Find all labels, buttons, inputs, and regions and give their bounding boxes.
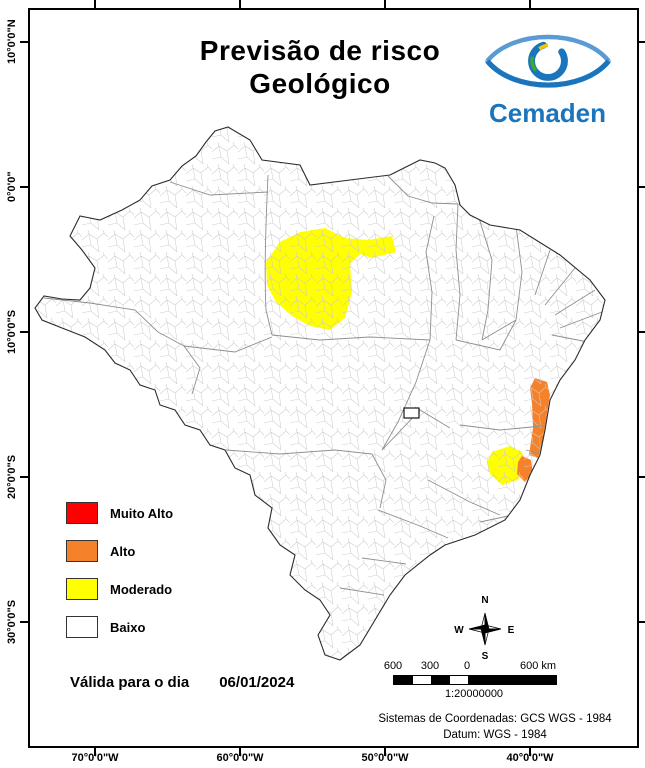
latitude-label: 30°0'0"S — [6, 599, 18, 645]
legend-item-muito-alto: Muito Alto — [66, 502, 173, 524]
validity-label: Válida para o dia — [70, 674, 190, 691]
legend-label: Muito Alto — [110, 505, 174, 521]
latitude-tick — [637, 331, 645, 333]
compass-rose: N S W E — [454, 595, 515, 662]
latitude-tick — [20, 41, 28, 43]
scale-bar: 600 300 0 600 km 1:20000000 — [384, 660, 566, 705]
scale-tick-label: 600 — [383, 660, 403, 672]
latitude-tick — [20, 621, 28, 623]
risk-legend: Muito Alto Alto Moderado Baixo — [66, 502, 173, 654]
legend-label: Moderado — [110, 581, 173, 597]
brazil-risk-map — [34, 126, 606, 661]
scale-tick-label: 300 — [420, 660, 440, 672]
state-borders — [43, 174, 603, 596]
scale-bar-segments — [393, 675, 557, 685]
longitude-tick — [94, 748, 96, 756]
title-line-2: Geológico — [249, 68, 391, 100]
longitude-tick — [94, 0, 96, 8]
compass-star-icon — [468, 612, 502, 646]
legend-swatch-muito-alto — [66, 502, 98, 524]
page-title: Previsão de risco Geológico — [130, 34, 510, 100]
scale-segment — [431, 676, 450, 684]
latitude-tick — [637, 41, 645, 43]
longitude-tick — [239, 748, 241, 756]
cemaden-eye-icon — [484, 34, 611, 88]
longitude-tick — [239, 0, 241, 8]
longitude-label: 50°0'0"W — [361, 752, 409, 764]
latitude-tick — [637, 621, 645, 623]
longitude-tick — [529, 0, 531, 8]
scale-ratio: 1:20000000 — [444, 688, 504, 700]
latitude-label: 20°0'0"S — [6, 454, 18, 500]
scale-tick-label: 600 km — [519, 660, 557, 672]
longitude-label: 60°0'0"W — [216, 752, 264, 764]
legend-item-baixo: Baixo — [66, 616, 173, 638]
longitude-label: 40°0'0"W — [506, 752, 554, 764]
legend-item-alto: Alto — [66, 540, 173, 562]
validity-value: 06/01/2024 — [219, 674, 295, 691]
map-frame — [28, 8, 639, 748]
longitude-tick — [529, 748, 531, 756]
cemaden-logo-text: Cemaden — [488, 98, 607, 128]
compass-south-label: S — [482, 651, 489, 662]
distrito-federal-box — [403, 407, 420, 419]
legend-swatch-baixo — [66, 616, 98, 638]
latitude-tick — [20, 331, 28, 333]
validity-date: Válida para o dia 06/01/2024 — [70, 674, 294, 691]
longitude-tick — [384, 0, 386, 8]
scale-segment — [394, 676, 413, 684]
latitude-tick — [20, 186, 28, 188]
compass-east-label: E — [508, 625, 515, 636]
scale-tick-label: 0 — [463, 660, 471, 672]
compass-north-label: N — [481, 595, 488, 606]
legend-item-moderado: Moderado — [66, 578, 173, 600]
latitude-tick — [637, 186, 645, 188]
title-line-1: Previsão de risco — [199, 35, 441, 66]
legend-label: Baixo — [110, 619, 146, 635]
latitude-label: 10°0'0"N — [6, 19, 18, 65]
coordinate-system-info: Sistemas de Coordenadas: GCS WGS - 1984 … — [356, 712, 634, 743]
longitude-label: 70°0'0"W — [71, 752, 119, 764]
latitude-tick — [20, 476, 28, 478]
legend-swatch-moderado — [66, 578, 98, 600]
cemaden-logo: Cemaden — [465, 22, 630, 129]
compass-west-label: W — [454, 625, 464, 636]
legend-label: Alto — [110, 543, 136, 559]
legend-swatch-alto — [66, 540, 98, 562]
latitude-tick — [637, 476, 645, 478]
scale-segment — [468, 676, 556, 684]
latitude-label: 0°0'0" — [6, 171, 18, 203]
latitude-label: 10°0'0"S — [6, 309, 18, 355]
longitude-tick — [384, 748, 386, 756]
scale-segment — [449, 676, 468, 684]
crs-line-1: Sistemas de Coordenadas: GCS WGS - 1984 — [378, 713, 612, 725]
scale-segment — [412, 676, 431, 684]
crs-line-2: Datum: WGS - 1984 — [443, 728, 547, 741]
